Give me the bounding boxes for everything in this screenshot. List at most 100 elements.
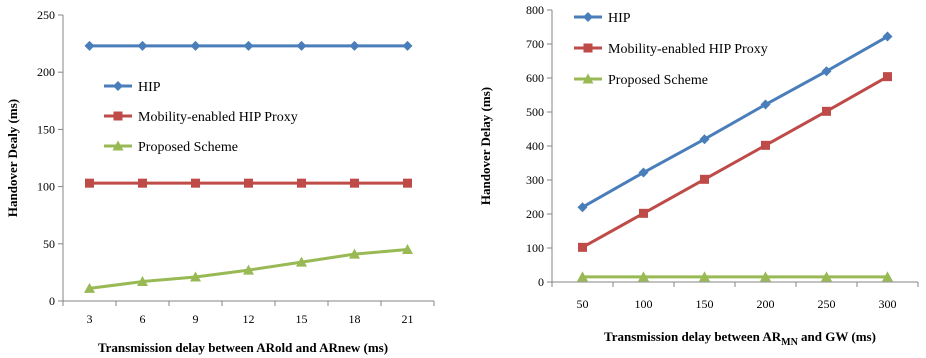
series-1 (85, 178, 412, 188)
data-point (296, 256, 307, 267)
data-point (349, 40, 360, 51)
series-line (581, 35, 889, 209)
data-point (244, 178, 253, 188)
data-point (297, 178, 306, 188)
x-tick-label: 250 (818, 297, 836, 311)
y-axis-title-text: Handover Dealy (ms) (5, 99, 20, 217)
legend-item: Mobility-enabled HIP Proxy (574, 42, 768, 57)
y-tick-label: 200 (526, 207, 544, 221)
legend-label: Proposed Scheme (608, 73, 708, 88)
data-point (761, 140, 770, 150)
data-point (350, 178, 359, 188)
data-point (577, 271, 588, 282)
data-point (699, 271, 710, 282)
y-tick-label: 300 (526, 173, 544, 187)
x-tick-label: 150 (696, 297, 714, 311)
legend-marker (112, 140, 124, 151)
data-point (190, 40, 201, 51)
legend-item: HIP (574, 11, 631, 26)
data-point (137, 276, 148, 287)
y-tick-label: 50 (43, 237, 55, 251)
legend-item: Mobility-enabled HIP Proxy (104, 110, 298, 125)
x-tick-label: 200 (757, 297, 775, 311)
legend-label: Mobility-enabled HIP Proxy (138, 110, 298, 125)
legend-marker (582, 73, 594, 84)
y-axis-title: Handover Delay (ms) (478, 87, 493, 205)
data-point (882, 31, 893, 42)
legend-marker (113, 81, 123, 91)
data-point (296, 40, 307, 51)
legend-item: Proposed Scheme (574, 73, 708, 88)
data-point (760, 271, 771, 282)
x-axis-title: Transmission delay between ARMN and GW (… (604, 329, 876, 348)
data-point (403, 178, 412, 188)
data-point (821, 66, 832, 77)
y-tick-label: 0 (538, 275, 544, 289)
data-point (138, 178, 147, 188)
data-point (243, 40, 254, 51)
y-axis-title: Handover Dealy (ms) (5, 99, 20, 217)
axes: 0 50 100 150 200 250 3 6 9 12 15 18 21 (37, 8, 435, 326)
data-point (84, 282, 95, 293)
data-point (84, 40, 95, 51)
legend-label: HIP (138, 80, 161, 95)
legend-label: Mobility-enabled HIP Proxy (608, 42, 768, 57)
x-tick-label: 50 (577, 297, 589, 311)
legend-label: Proposed Scheme (138, 140, 238, 155)
y-tick-label: 0 (49, 294, 55, 308)
data-point (699, 134, 710, 145)
data-point (402, 244, 413, 255)
data-point (638, 271, 649, 282)
legend-marker (113, 111, 123, 121)
data-point (349, 248, 360, 259)
data-point (822, 106, 831, 116)
legend-marker (583, 43, 593, 53)
x-axis-title: Transmission delay between ARold and ARn… (98, 340, 388, 355)
x-tick-label: 9 (193, 312, 199, 326)
legend: HIP Mobility-enabled HIP Proxy Proposed Sc… (574, 11, 768, 88)
chart-left: Handover Dealy (ms) Transmission delay b… (5, 8, 435, 355)
x-axis-title-part2: and GW (ms) (798, 329, 876, 344)
data-point (638, 167, 649, 178)
data-point (578, 242, 587, 252)
series-1 (578, 72, 892, 252)
series-line (581, 75, 889, 249)
y-tick-label: 250 (37, 8, 55, 22)
plot-area (84, 40, 413, 293)
x-tick-label: 300 (879, 297, 897, 311)
y-tick-label: 100 (37, 180, 55, 194)
axes: 0 100 200 300 400 500 600 700 800 50 100 150 200 250 3… (526, 3, 919, 311)
x-axis-title-subscript: MN (781, 337, 798, 348)
data-point (243, 264, 254, 275)
series-2 (84, 244, 413, 293)
series-0 (84, 40, 413, 51)
x-tick-label: 18 (349, 312, 361, 326)
data-point (821, 271, 832, 282)
legend-label: HIP (608, 11, 631, 26)
series-0 (577, 31, 893, 213)
data-point (402, 40, 413, 51)
data-point (85, 178, 94, 188)
y-tick-label: 600 (526, 71, 544, 85)
y-tick-label: 200 (37, 65, 55, 79)
y-tick-label: 150 (37, 122, 55, 136)
y-axis-title-text: Handover Delay (ms) (478, 87, 493, 205)
data-point (190, 271, 201, 282)
y-tick-label: 700 (526, 37, 544, 51)
x-tick-label: 100 (635, 297, 653, 311)
x-tick-label: 12 (243, 312, 255, 326)
data-point (760, 99, 771, 110)
data-point (577, 202, 588, 213)
y-tick-label: 100 (526, 241, 544, 255)
data-point (883, 72, 892, 82)
data-point (191, 178, 200, 188)
x-tick-label: 15 (296, 312, 308, 326)
plot-area (577, 31, 893, 282)
y-tick-label: 500 (526, 105, 544, 119)
legend-marker (583, 12, 593, 22)
legend-item: HIP (104, 80, 161, 95)
x-tick-label: 21 (402, 312, 414, 326)
y-tick-label: 400 (526, 139, 544, 153)
x-tick-label: 6 (140, 312, 146, 326)
series-2 (577, 271, 893, 282)
